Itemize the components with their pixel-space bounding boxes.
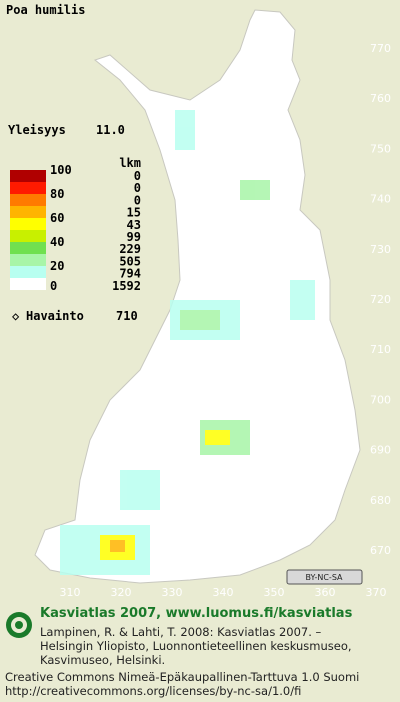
- frequency-value: 11.0: [96, 123, 125, 137]
- y-grid-label: 750: [370, 142, 391, 155]
- y-grid-label: 760: [370, 92, 391, 105]
- y-grid-label: 670: [370, 544, 391, 557]
- citation-line: Helsingin Yliopisto, Luonnontieteellinen…: [40, 639, 352, 653]
- count-label: 0: [134, 181, 141, 195]
- count-label: 794: [119, 267, 141, 281]
- license-badge-box: [286, 569, 363, 585]
- observation-count: 710: [116, 309, 138, 323]
- count-label: 15: [127, 206, 141, 220]
- map-cell: [180, 310, 220, 330]
- count-label: 0: [134, 169, 141, 183]
- y-grid-label: 700: [370, 393, 391, 406]
- scale-tick-label: 60: [50, 211, 64, 225]
- x-grid-label: 360: [315, 586, 336, 599]
- x-grid-label: 350: [264, 586, 285, 599]
- map-cell: [240, 180, 270, 200]
- count-label: 0: [134, 193, 141, 207]
- scale-tick-label: 20: [50, 259, 64, 273]
- species-title: Poa humilis: [6, 3, 85, 17]
- count-label: 229: [119, 242, 141, 256]
- x-grid-label: 320: [111, 586, 132, 599]
- license-badge: BY-NC-SA: [305, 573, 343, 582]
- legend-swatch: [10, 254, 46, 266]
- map-cell: [120, 470, 160, 510]
- logo: [6, 612, 32, 638]
- finland-land: [34, 9, 361, 584]
- map-cell: [290, 280, 315, 320]
- occurrence-cells: [60, 110, 315, 575]
- legend-swatch: [10, 194, 46, 206]
- y-grid-label: 680: [370, 494, 391, 507]
- map-cell: [205, 430, 230, 445]
- y-grid-label: 740: [370, 193, 391, 206]
- license-line: Creative Commons Nimeä-Epäkaupallinen-Ta…: [5, 670, 359, 684]
- frequency-label: Yleisyys: [8, 123, 66, 137]
- count-label: 43: [127, 218, 141, 232]
- observation-symbol: ◇: [12, 309, 20, 323]
- scale-tick-label: 100: [50, 163, 72, 177]
- scale-tick-label: 80: [50, 187, 64, 201]
- legend-swatch: [10, 278, 46, 290]
- count-label: 505: [119, 254, 141, 268]
- x-grid-label: 340: [213, 586, 234, 599]
- x-grid-label: 330: [162, 586, 183, 599]
- citation-line: Kasvimuseo, Helsinki.: [40, 653, 165, 667]
- legend-swatch: [10, 242, 46, 254]
- scale-tick-label: 0: [50, 279, 57, 293]
- legend-swatch: [10, 266, 46, 278]
- y-grid-label: 770: [370, 42, 391, 55]
- citation-line: Lampinen, R. & Lahti, T. 2008: Kasviatla…: [40, 625, 322, 639]
- y-grid-label: 690: [370, 444, 391, 457]
- y-grid-label: 710: [370, 343, 391, 356]
- map-cell: [110, 540, 125, 552]
- legend-swatch: [10, 206, 46, 218]
- x-grid-label: 310: [60, 586, 81, 599]
- map-cell: [175, 110, 195, 150]
- count-header: lkm: [119, 156, 141, 170]
- x-grid-label: 370: [366, 586, 387, 599]
- legend-swatch: [10, 182, 46, 194]
- footer-heading: Kasviatlas 2007, www.luomus.fi/kasviatla…: [40, 606, 353, 621]
- y-grid-label: 720: [370, 293, 391, 306]
- legend-swatch: [10, 170, 46, 182]
- count-label: 99: [127, 230, 141, 244]
- legend-swatch: [10, 230, 46, 242]
- legend-swatch: [10, 218, 46, 230]
- scale-tick-label: 40: [50, 235, 64, 249]
- license-line: http://creativecommons.org/licenses/by-n…: [5, 684, 301, 698]
- observation-label: Havainto: [26, 309, 84, 323]
- count-label: 1592: [112, 279, 141, 293]
- y-grid-label: 730: [370, 243, 391, 256]
